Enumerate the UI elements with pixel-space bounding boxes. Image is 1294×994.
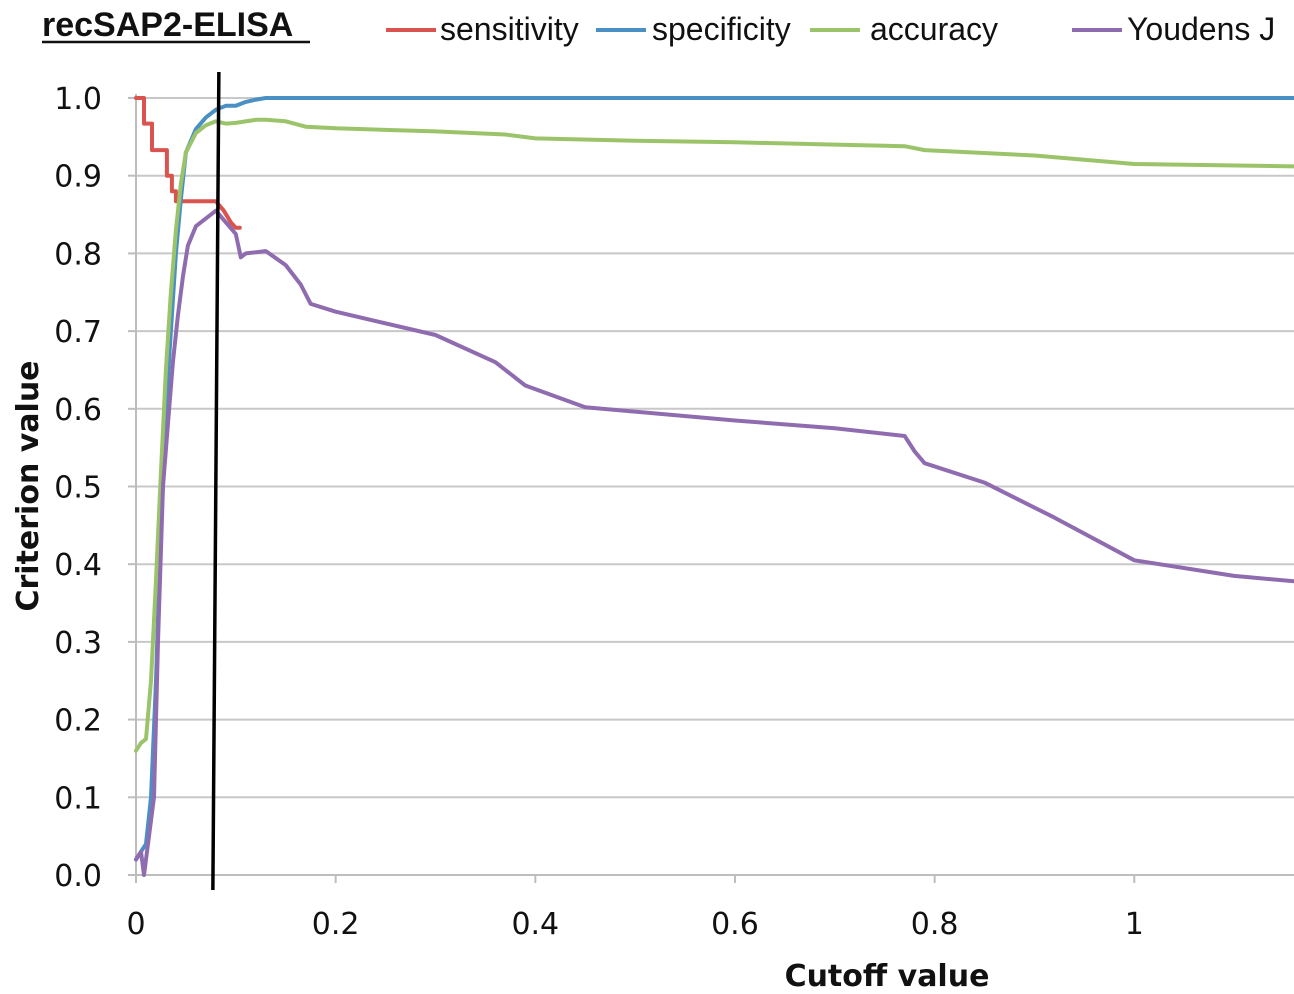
- y-tick-label-8: 0.8: [54, 237, 102, 272]
- x-tick-label-0: 0: [126, 907, 145, 942]
- y-tick-label-7: 0.7: [54, 315, 102, 350]
- series-line-youdens-j: [134, 208, 1294, 877]
- y-tick-label-5: 0.5: [54, 471, 102, 506]
- series-line-sensitivity: [134, 96, 242, 230]
- legend-label-sensitivity: sensitivity: [440, 11, 579, 47]
- chart-title: recSAP2-ELISA: [42, 6, 293, 44]
- y-tick-label-4: 0.4: [54, 548, 102, 583]
- y-tick-label-1: 0.1: [54, 781, 102, 816]
- y-tick-label-0: 0.0: [54, 859, 102, 894]
- cutoff-line: [211, 71, 221, 891]
- y-axis-title: Criterion value: [11, 360, 46, 611]
- legend-label-specificity: specificity: [652, 11, 791, 47]
- y-tick-labels: 0.0 0.1 0.2 0.3 0.4 0.5 0.6 0.7 0.8 0.9 1.0: [54, 82, 102, 894]
- legend-label-youdens-j: Youdens J: [1127, 11, 1275, 47]
- legend-item-youdens-j: Youdens J: [1072, 11, 1275, 47]
- series-lines: [134, 96, 1294, 877]
- gridlines: [136, 97, 1294, 799]
- legend: sensitivity specificity accuracy Youdens…: [386, 11, 1275, 47]
- cutoff-marker: [211, 71, 221, 891]
- axes: [128, 94, 1294, 883]
- x-tick-label-4: 0.8: [911, 907, 959, 942]
- x-tick-labels: 0 0.2 0.4 0.6 0.8 1: [126, 907, 1143, 942]
- legend-item-sensitivity: sensitivity: [386, 11, 579, 47]
- y-tick-label-10: 1.0: [54, 82, 102, 117]
- x-tick-label-3: 0.6: [711, 907, 759, 942]
- x-axis-title: Cutoff value: [785, 959, 990, 994]
- legend-item-accuracy: accuracy: [810, 11, 998, 47]
- series-line-accuracy: [134, 117, 1294, 753]
- x-tick-label-5: 1: [1125, 907, 1144, 942]
- y-tick-label-2: 0.2: [54, 704, 102, 739]
- y-tick-label-3: 0.3: [54, 626, 102, 661]
- legend-label-accuracy: accuracy: [870, 11, 998, 47]
- x-tick-label-1: 0.2: [312, 907, 360, 942]
- x-tick-label-2: 0.4: [511, 907, 559, 942]
- y-tick-label-6: 0.6: [54, 393, 102, 428]
- legend-item-specificity: specificity: [596, 11, 791, 47]
- y-tick-label-9: 0.9: [54, 160, 102, 195]
- series-line-specificity: [134, 96, 1294, 862]
